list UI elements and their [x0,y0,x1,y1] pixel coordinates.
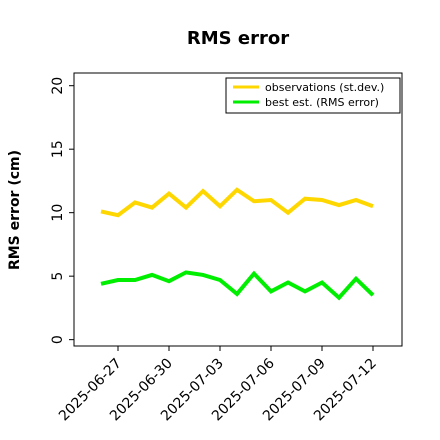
y-axis-label: RMS error (cm) [7,150,23,270]
y-tick-label: 15 [50,140,66,158]
y-tick-label: 5 [50,272,66,281]
plot-frame [73,72,403,347]
chart-title: RMS error [187,28,289,49]
series-line-best-estimate [100,270,375,301]
legend: observations (st.dev.) best est. (RMS er… [225,77,401,114]
legend-label-observations: observations (st.dev.) [265,81,384,94]
y-tick-label: 0 [50,335,66,344]
x-axis-ticks: 2025-06-272025-06-302025-07-032025-07-06… [56,346,380,424]
series-layer [100,187,375,301]
y-tick-label: 20 [50,77,66,95]
legend-box [225,77,401,114]
y-tick-label: 10 [50,204,66,222]
y-axis-ticks: 0 5 10 15 20 [50,77,74,344]
series-line-observations [100,187,374,218]
legend-label-best-estimate: best est. (RMS error) [265,96,379,109]
